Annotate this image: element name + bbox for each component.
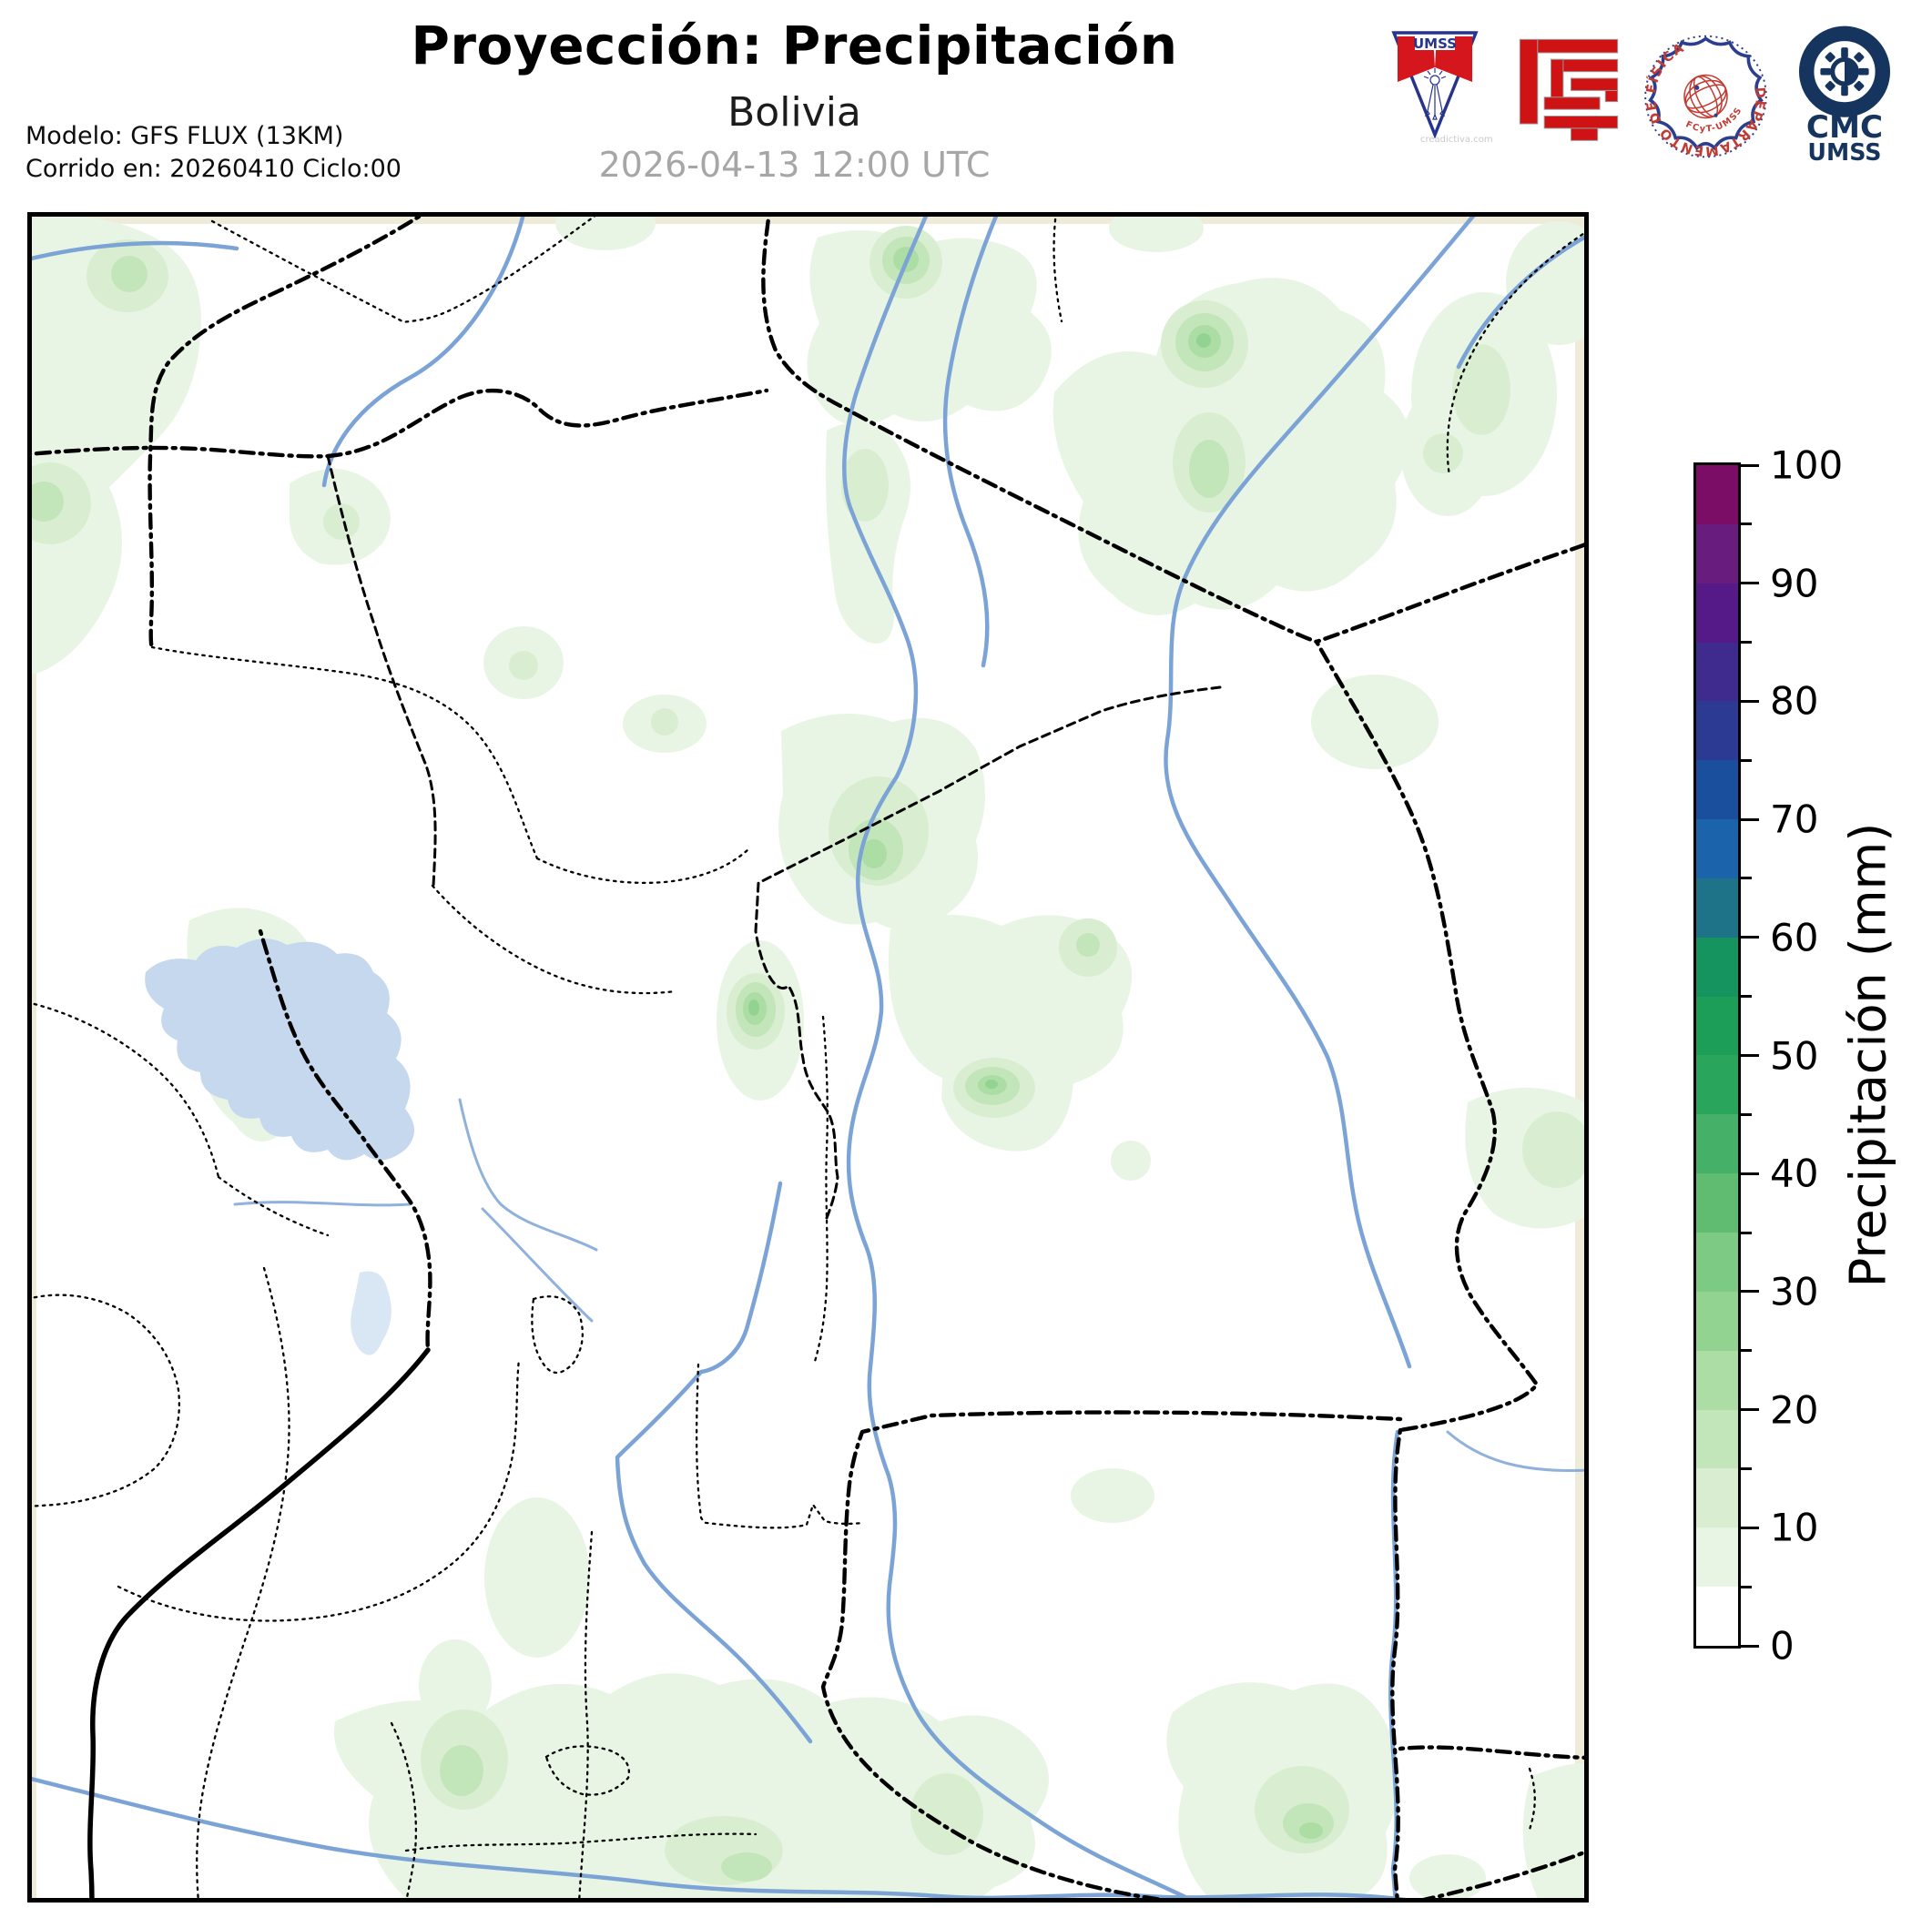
colorbar-gradient: [1696, 465, 1738, 1646]
colorbar-segment: [1696, 701, 1738, 761]
colorbar-segment: [1696, 1468, 1738, 1528]
colorbar-segment: [1696, 1587, 1738, 1646]
colorbar-major-tick: [1741, 1172, 1759, 1175]
colorbar-tick-label: 80: [1770, 678, 1819, 724]
colorbar-segment: [1696, 760, 1738, 820]
colorbar-major-tick: [1741, 699, 1759, 703]
lakes: [145, 939, 414, 1355]
colorbar-segment: [1696, 1173, 1738, 1233]
international-borders: [27, 212, 1589, 1903]
page-title: Proyección: Precipitación: [411, 15, 1178, 76]
precipitation-shading: [27, 212, 1589, 1903]
colorbar-tick-label: 50: [1770, 1033, 1819, 1078]
model-run: Corrido en: 20260410 Ciclo:00: [25, 155, 402, 184]
colorbar-minor-tick: [1741, 523, 1752, 526]
colorbar-axis-label: Precipitación (mm): [1839, 822, 1897, 1288]
rivers: [27, 212, 1589, 1903]
coast-border: [87, 1347, 431, 1903]
umss-logo-text: UMSS: [1413, 36, 1457, 52]
colorbar-segment: [1696, 1291, 1738, 1351]
lake-titicaca-shape: [145, 939, 414, 1161]
colorbar-segment: [1696, 996, 1738, 1056]
colorbar-segment: [1696, 583, 1738, 643]
colorbar-minor-tick: [1741, 1231, 1752, 1234]
cmc-sun-ring-icon: CMC UMSS: [1798, 25, 1891, 164]
colorbar-segment: [1696, 878, 1738, 938]
colorbar-segment: [1696, 1232, 1738, 1292]
colorbar-axis: 0 10 20 30 40 50 60 70 80 90 100: [1741, 443, 1923, 1669]
colorbar-segment: [1696, 937, 1738, 997]
svg-text:FCyT-UMSS: FCyT-UMSS: [1684, 106, 1744, 135]
colorbar-tick-label: 90: [1770, 561, 1819, 606]
colorbar-minor-tick: [1741, 995, 1752, 999]
cmc-text: CMC: [1806, 109, 1883, 146]
lake-poopo-shape: [351, 1271, 391, 1355]
colorbar-minor-tick: [1741, 1466, 1752, 1470]
colorbar-tick-label: 20: [1770, 1387, 1819, 1433]
colorbar-major-tick: [1741, 1290, 1759, 1294]
colorbar-tick-label: 60: [1770, 915, 1819, 960]
map-frame-border: [27, 212, 1589, 1903]
colorbar-major-tick: [1741, 463, 1759, 467]
colorbar-minor-tick: [1741, 1112, 1752, 1116]
departamento-de-fisica-seal-icon: DEPARTAMENTO DE FÍSICA FCyT-UMSS: [1644, 35, 1767, 158]
colorbar-major-tick: [1741, 1644, 1759, 1648]
colorbar-minor-tick: [1741, 877, 1752, 880]
model-info: Modelo: GFS FLUX (13KM) Corrido en: 20260…: [25, 120, 402, 187]
colorbar-segment: [1696, 1055, 1738, 1115]
colorbar-minor-tick: [1741, 1585, 1752, 1588]
fcyt-red-maze-icon: [1519, 38, 1619, 141]
colorbar-segment: [1696, 1114, 1738, 1174]
bolivia-precipitation-map: [27, 212, 1589, 1903]
colorbar-tick-label: 70: [1770, 797, 1819, 842]
cmc-umss-text: UMSS: [1807, 138, 1881, 164]
fisica-bottom-text: FCyT-UMSS: [1684, 106, 1744, 135]
colorbar-segment: [1696, 642, 1738, 702]
colorbar-tick-label: 0: [1770, 1623, 1795, 1669]
colorbar-major-tick: [1741, 817, 1759, 821]
colorbar-segment: [1696, 1527, 1738, 1588]
colorbar-major-tick: [1741, 1408, 1759, 1412]
map-canvas: [27, 212, 1589, 1903]
colorbar-major-tick: [1741, 582, 1759, 585]
colorbar-minor-tick: [1741, 641, 1752, 644]
header-block: Proyección: Precipitación Bolivia 2026-0…: [0, 0, 1589, 185]
colorbar-segment: [1696, 1409, 1738, 1469]
colorbar-tick-label: 100: [1770, 442, 1844, 488]
colorbar-major-tick: [1741, 1054, 1759, 1057]
colorbar-major-tick: [1741, 1526, 1759, 1529]
colorbar: [1693, 462, 1741, 1649]
colorbar-minor-tick: [1741, 758, 1752, 762]
watermark-text: creadictiva.com: [1420, 135, 1493, 145]
colorbar-tick-label: 30: [1770, 1269, 1819, 1314]
colorbar-segment: [1696, 1350, 1738, 1410]
colorbar-segment: [1696, 465, 1738, 524]
colorbar-tick-label: 40: [1770, 1151, 1819, 1196]
model-name: Modelo: GFS FLUX (13KM): [25, 122, 344, 150]
department-borders: [27, 212, 1589, 1903]
umss-pennant-crest-icon: UMSS: [1391, 31, 1479, 138]
page-subtitle: Bolivia: [727, 89, 861, 136]
valid-datetime: 2026-04-13 12:00 UTC: [598, 145, 991, 185]
colorbar-segment: [1696, 523, 1738, 583]
internal-dashed-borders: [326, 454, 1222, 1224]
colorbar-tick-label: 10: [1770, 1505, 1819, 1550]
colorbar-segment: [1696, 819, 1738, 878]
colorbar-minor-tick: [1741, 1349, 1752, 1353]
colorbar-major-tick: [1741, 936, 1759, 939]
